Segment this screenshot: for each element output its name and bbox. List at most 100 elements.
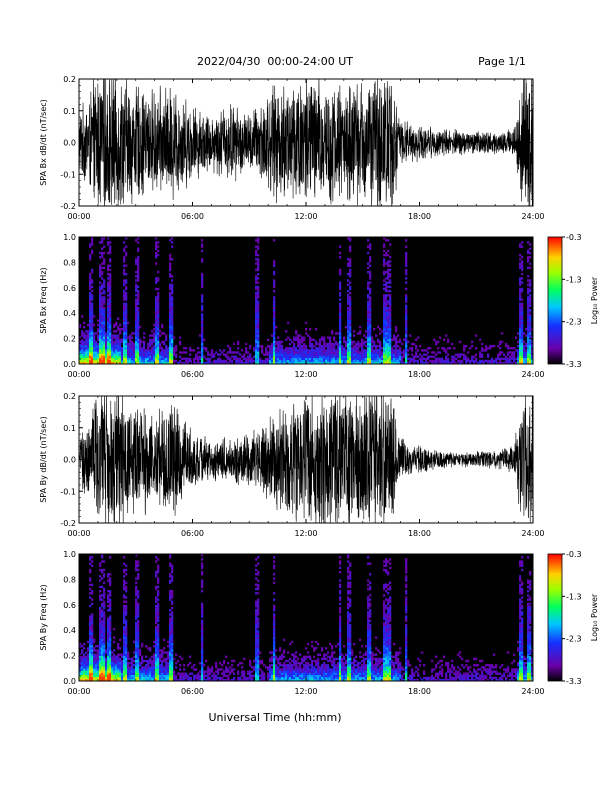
spectrogram-cell — [103, 283, 106, 286]
spectrogram-cell — [487, 353, 490, 356]
spectrogram-cell — [91, 241, 94, 244]
spectrogram-cell — [247, 672, 250, 675]
spectrogram-cell — [371, 347, 374, 350]
spectrogram-cell — [383, 347, 386, 350]
spectrogram-cell — [255, 325, 258, 329]
spectrogram-cell — [257, 645, 260, 648]
spectrogram-cell — [383, 249, 386, 253]
spectrogram-cell — [137, 577, 140, 580]
spectrogram-cell — [199, 676, 202, 680]
spectrogram-cell — [141, 657, 144, 661]
spectrogram-cell — [129, 355, 132, 358]
spectrogram-cell — [201, 655, 204, 659]
spectrogram-cell — [111, 661, 114, 665]
spectrogram-cell — [155, 651, 158, 654]
spectrogram-cell — [389, 289, 392, 293]
spectrogram-cell — [81, 330, 84, 333]
spectrogram-cell — [527, 330, 530, 333]
spectrogram-cell — [169, 315, 172, 318]
spectrogram-cell — [109, 334, 112, 337]
spectrogram-cell — [133, 357, 136, 361]
spectrogram-cell — [401, 355, 404, 358]
spectrogram-cell — [405, 300, 408, 303]
spectrogram-cell — [157, 672, 160, 675]
spectrogram-cell — [431, 361, 434, 364]
spectrogram-cell — [345, 349, 348, 352]
spectrogram-cell — [377, 357, 380, 361]
spectrogram-cell — [101, 336, 104, 339]
spectrogram-cell — [157, 287, 160, 291]
spectrogram-cell — [157, 570, 160, 574]
spectrogram-cell — [347, 311, 350, 314]
spectrogram-cell — [95, 347, 98, 350]
spectrogram-cell — [311, 338, 314, 342]
spectrogram-cell — [105, 340, 108, 344]
spectrogram-cell — [141, 666, 144, 669]
spectrogram-cell — [309, 342, 312, 346]
spectrogram-cell — [329, 338, 332, 342]
spectrogram-cell — [309, 357, 312, 361]
spectrogram-cell — [267, 676, 270, 680]
spectrogram-cell — [405, 330, 408, 333]
spectrogram-cell — [325, 359, 328, 363]
spectrogram-cell — [421, 349, 424, 352]
spectrogram-cell — [317, 353, 320, 356]
spectrogram-cell — [167, 661, 170, 665]
spectrogram-cell — [421, 357, 424, 361]
spectrogram-cell — [139, 668, 142, 671]
spectrogram-cell — [297, 338, 300, 342]
spectrogram-cell — [113, 334, 116, 337]
spectrogram-cell — [405, 313, 408, 316]
spectrogram-cell — [101, 621, 104, 625]
spectrogram-cell — [171, 349, 174, 352]
spectrogram-cell — [235, 351, 238, 354]
spectrogram-cell — [135, 676, 138, 680]
spectrogram-cell — [97, 666, 100, 669]
spectrogram-cell — [201, 304, 204, 308]
spectrogram-cell — [451, 342, 454, 346]
spectrogram-cell — [141, 672, 144, 675]
spectrogram-cell — [257, 315, 260, 318]
spectrogram-cell — [519, 340, 522, 344]
spectrogram-cell — [297, 361, 300, 364]
spectrogram-cell — [103, 604, 106, 608]
spectrogram-cell — [99, 653, 102, 656]
spectrogram-cell — [383, 328, 386, 331]
spectrogram-cell — [147, 351, 150, 354]
spectrogram-cell — [169, 298, 172, 301]
spectrogram-cell — [149, 668, 152, 671]
spectrogram-cell — [387, 306, 390, 310]
spectrogram-cell — [201, 347, 204, 350]
spectrogram-cell — [135, 262, 138, 265]
spectrogram-cell — [81, 651, 84, 654]
spectrogram-cell — [301, 336, 304, 339]
spectrogram-cell — [383, 245, 386, 248]
spectrogram-cell — [103, 266, 106, 270]
spectrogram-cell — [107, 351, 110, 354]
spectrogram-cell — [109, 287, 112, 291]
spectrogram-cell — [107, 647, 110, 650]
spectrogram-cell — [197, 672, 200, 675]
spectrogram-cell — [155, 666, 158, 669]
spectrogram-cell — [107, 342, 110, 346]
spectrogram-cell — [89, 659, 92, 663]
spectrogram-cell — [165, 344, 168, 348]
spectrogram-cell — [137, 249, 140, 253]
spectrogram-cell — [201, 300, 204, 303]
spectrogram-cell — [257, 632, 260, 635]
spectrogram-cell — [153, 678, 156, 681]
spectrogram-cell — [273, 359, 276, 363]
spectrogram-cell — [135, 302, 138, 306]
spectrogram-cell — [189, 676, 192, 680]
spectrogram-cell — [255, 317, 258, 320]
spectrogram-cell — [103, 344, 106, 348]
spectrogram-cell — [131, 676, 134, 680]
spectrogram-cell — [85, 674, 88, 678]
spectrogram-cell — [519, 289, 522, 293]
spectrogram-cell — [103, 349, 106, 352]
spectrogram-cell — [215, 670, 218, 673]
spectrogram-cell — [83, 670, 86, 673]
spectrogram-cell — [107, 304, 110, 308]
spectrogram-cell — [181, 674, 184, 678]
spectrogram-cell — [115, 678, 118, 681]
